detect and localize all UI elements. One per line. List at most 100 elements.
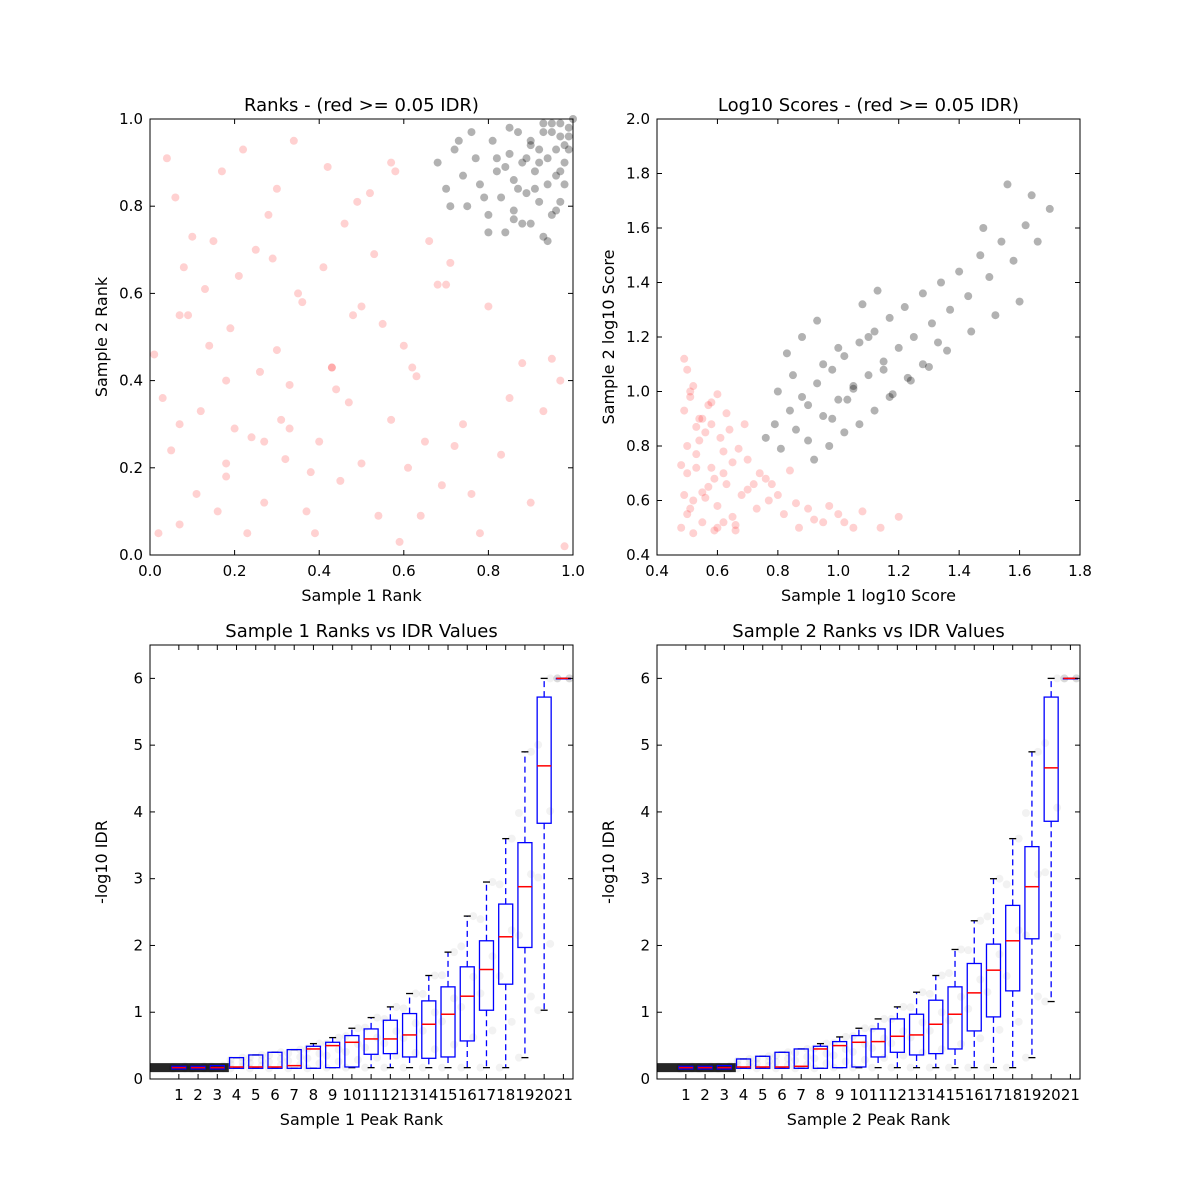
- y-tick-label: 0: [640, 1070, 650, 1088]
- data-point: [782, 349, 791, 358]
- x-tick-label: 17: [477, 1086, 496, 1104]
- data-point: [213, 507, 222, 516]
- data-point: [327, 363, 336, 372]
- y-tick-label: 0: [133, 1070, 143, 1088]
- x-tick-label: 13: [907, 1086, 926, 1104]
- data-point: [418, 989, 427, 998]
- data-point: [828, 414, 837, 423]
- data-point: [791, 425, 800, 434]
- data-point: [459, 420, 468, 429]
- y-axis-label: Sample 2 log10 Score: [599, 250, 618, 425]
- box-10: [344, 1027, 360, 1069]
- x-tick-label: 1: [174, 1086, 184, 1104]
- data-point: [239, 145, 248, 154]
- data-point: [1002, 880, 1011, 889]
- data-point: [841, 1045, 850, 1054]
- x-axis-label: Sample 2 Peak Rank: [787, 1110, 951, 1129]
- x-tick-label: 3: [213, 1086, 223, 1104]
- data-point: [450, 1040, 459, 1049]
- data-point: [791, 499, 800, 508]
- data-point: [392, 1027, 401, 1036]
- x-tick-label: 21: [1061, 1086, 1080, 1104]
- data-point: [353, 1040, 362, 1049]
- data-point: [552, 206, 561, 215]
- data-point: [469, 972, 478, 981]
- data-point: [979, 224, 988, 232]
- box-body: [851, 1034, 867, 1068]
- data-point: [294, 289, 303, 298]
- box-15: [440, 951, 456, 1069]
- x-tick-label: 16: [965, 1086, 984, 1104]
- box-19: [517, 751, 533, 1059]
- data-point: [488, 878, 497, 887]
- data-point: [315, 437, 324, 446]
- box-15: [947, 948, 963, 1069]
- data-point: [495, 1063, 504, 1072]
- data-point: [319, 263, 328, 272]
- data-point: [238, 1057, 247, 1066]
- data-point: [306, 468, 315, 477]
- data-point: [539, 119, 548, 128]
- data-point: [171, 193, 180, 202]
- data-point: [564, 145, 573, 154]
- data-point: [276, 1054, 285, 1063]
- data-point: [459, 171, 468, 180]
- data-point: [547, 128, 556, 137]
- data-point: [257, 1056, 266, 1065]
- data-point: [526, 747, 535, 756]
- data-point: [692, 463, 701, 472]
- data-point: [315, 1049, 324, 1058]
- data-point: [995, 950, 1004, 959]
- data-point: [361, 1023, 370, 1032]
- data-point: [560, 158, 569, 167]
- data-point: [373, 1033, 382, 1042]
- x-tick-label: 1.0: [826, 562, 850, 580]
- box-body: [305, 1045, 322, 1069]
- data-point: [686, 387, 695, 396]
- data-point: [467, 489, 476, 498]
- data-point: [425, 237, 434, 246]
- data-point: [841, 1032, 850, 1041]
- y-tick-label: 0.6: [626, 492, 650, 510]
- data-point: [728, 458, 737, 467]
- data-point: [686, 392, 695, 401]
- box-body: [248, 1054, 264, 1069]
- x-tick-label: 21: [554, 1086, 573, 1104]
- data-point: [484, 228, 493, 237]
- y-tick-label: 1.0: [119, 110, 143, 128]
- data-point: [906, 376, 915, 385]
- data-point: [719, 518, 728, 527]
- x-tick-label: 5: [758, 1086, 768, 1104]
- data-point: [927, 319, 936, 328]
- plot-area: [677, 180, 1054, 538]
- box-16: [966, 920, 982, 1069]
- data-point: [179, 263, 188, 272]
- data-point: [418, 1026, 427, 1035]
- data-point: [315, 1059, 324, 1068]
- data-point: [433, 158, 442, 167]
- data-point: [374, 511, 383, 520]
- data-point: [773, 491, 782, 500]
- data-point: [526, 992, 535, 1001]
- data-point: [937, 971, 946, 980]
- data-point: [341, 1063, 350, 1072]
- y-tick-label: 0.8: [626, 437, 650, 455]
- data-point: [876, 523, 885, 532]
- chart-panel-1: Ranks - (red >= 0.05 IDR) Sample 1 Rank Sa…: [92, 95, 585, 605]
- data-point: [983, 912, 992, 921]
- data-point: [879, 365, 888, 374]
- x-tick-label: 18: [1003, 1086, 1022, 1104]
- data-point: [771, 1057, 780, 1066]
- x-tick-label: 11: [869, 1086, 888, 1104]
- data-point: [530, 167, 539, 176]
- box-body: [1024, 845, 1040, 940]
- data-point: [556, 119, 565, 128]
- data-point: [539, 232, 548, 241]
- data-point: [509, 215, 518, 224]
- data-point: [841, 1057, 850, 1066]
- data-point: [761, 433, 770, 442]
- x-tick-label: 0.4: [307, 562, 331, 580]
- box-18: [1005, 837, 1021, 1069]
- data-point: [849, 384, 858, 393]
- data-point: [683, 510, 692, 519]
